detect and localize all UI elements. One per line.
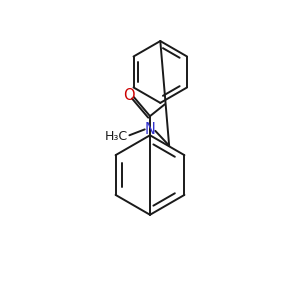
Text: H₃C: H₃C	[105, 130, 128, 143]
Text: O: O	[123, 88, 134, 103]
Text: N: N	[145, 122, 155, 137]
